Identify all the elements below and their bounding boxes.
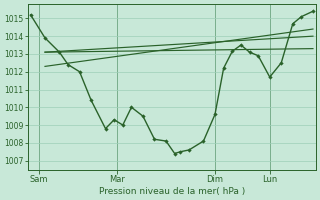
X-axis label: Pression niveau de la mer( hPa ): Pression niveau de la mer( hPa )	[99, 187, 245, 196]
